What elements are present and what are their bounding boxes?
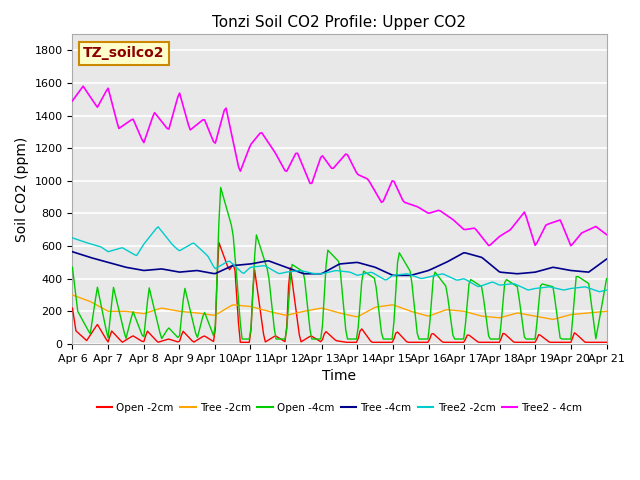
Text: TZ_soilco2: TZ_soilco2 [83,47,164,60]
Y-axis label: Soil CO2 (ppm): Soil CO2 (ppm) [15,136,29,241]
Title: Tonzi Soil CO2 Profile: Upper CO2: Tonzi Soil CO2 Profile: Upper CO2 [212,15,467,30]
Legend: Open -2cm, Tree -2cm, Open -4cm, Tree -4cm, Tree2 -2cm, Tree2 - 4cm: Open -2cm, Tree -2cm, Open -4cm, Tree -4… [92,399,586,417]
X-axis label: Time: Time [323,369,356,383]
